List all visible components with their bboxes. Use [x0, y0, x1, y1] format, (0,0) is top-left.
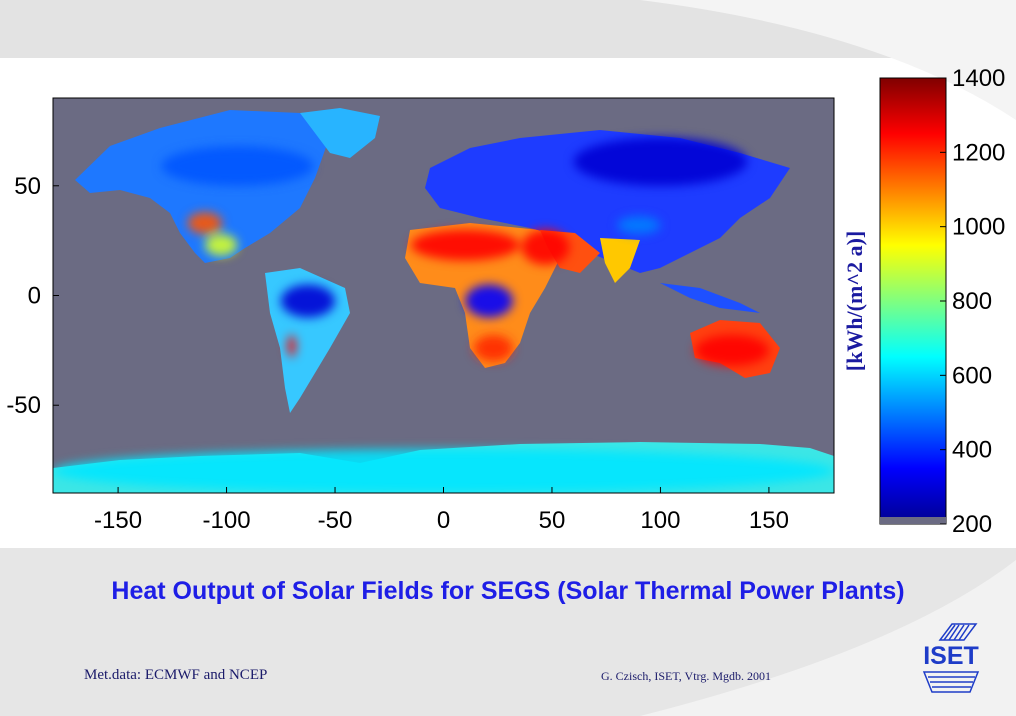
slide-footer-band — [0, 548, 1016, 716]
region-amazon — [280, 284, 336, 318]
x-tick-label: -150 — [94, 507, 142, 534]
region-canada — [161, 146, 314, 186]
colorbar-nodata-band — [880, 517, 946, 524]
land-layer — [53, 108, 834, 493]
region-antarctica — [53, 449, 834, 493]
greenland-landmass — [300, 108, 380, 158]
indonesia-landmass — [660, 283, 760, 313]
colorbar-tick-label: 400 — [952, 437, 992, 464]
region-tibet — [617, 216, 661, 235]
colorbar-tick-label: 600 — [952, 362, 992, 389]
region-mexico — [204, 234, 238, 256]
x-axis: -150 -100 -50 0 50 100 150 — [94, 487, 789, 534]
region-atacama — [287, 335, 296, 357]
colorbar-tick-label: 800 — [952, 288, 992, 315]
solar-heat-map-chart: -150 -100 -50 0 50 100 150 50 0 -50 200 400 600 800… — [6, 65, 1005, 538]
region-siberia — [573, 137, 748, 186]
region-australia-interior — [695, 335, 769, 366]
slide-title: Heat Output of Solar Fields for SEGS (So… — [111, 577, 905, 605]
x-tick-label: 100 — [640, 507, 680, 534]
x-tick-label: 150 — [749, 507, 789, 534]
footer-data-source: Met.data: ECMWF and NCEP — [84, 667, 268, 683]
region-arabian-peninsula — [521, 229, 570, 265]
svg-text:ISET: ISET — [923, 642, 979, 670]
y-tick-label: -50 — [6, 392, 41, 419]
colorbar-tick-label: 1200 — [952, 139, 1005, 166]
region-sahara — [410, 229, 520, 261]
y-tick-label: 0 — [28, 283, 41, 310]
y-tick-label: 50 — [14, 173, 41, 200]
region-us-southwest — [187, 212, 223, 235]
iset-logo: ISET — [922, 623, 980, 693]
region-central-africa — [465, 284, 513, 318]
region-southern-africa — [473, 335, 513, 362]
x-tick-label: 0 — [437, 507, 450, 534]
india-landmass — [600, 238, 640, 283]
colorbar — [879, 77, 947, 525]
colorbar-axis: 200 400 600 800 1000 1200 1400 — [940, 65, 1005, 538]
x-tick-label: -50 — [318, 507, 353, 534]
colorbar-tick-label: 1400 — [952, 65, 1005, 92]
footer-credit: G. Czisch, ISET, Vtrg. Mgdb. 2001 — [601, 669, 771, 683]
colorbar-label: [kWh/(m^2 a)] — [842, 231, 867, 372]
x-tick-label: -100 — [203, 507, 251, 534]
x-tick-label: 50 — [539, 507, 566, 534]
colorbar-tick-label: 1000 — [952, 214, 1005, 241]
y-axis: 50 0 -50 — [6, 173, 59, 419]
slide-header-band — [0, 0, 1016, 58]
colorbar-tick-label: 200 — [952, 511, 992, 538]
